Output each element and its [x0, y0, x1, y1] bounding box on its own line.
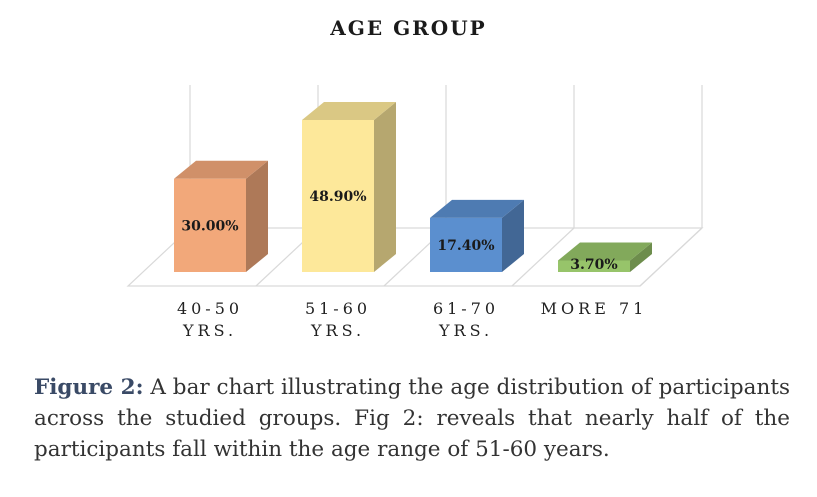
bar-front-face [558, 260, 630, 272]
bar-front-face [174, 178, 246, 272]
data-label-3: 17.40% [437, 238, 494, 254]
bar-4 [558, 242, 652, 272]
bar-side-face [374, 102, 396, 272]
chart-title: AGE GROUP [330, 16, 487, 40]
bar-side-face [630, 242, 652, 272]
bar-3 [430, 199, 524, 272]
category-label-1: 40-50 YRS. [176, 299, 244, 340]
caption-text: A bar chart illustrating the age distrib… [34, 375, 790, 462]
bar-top-face [558, 242, 652, 261]
bar-side-face [502, 199, 524, 272]
data-label-4: 3.70% [570, 257, 617, 273]
bar-side-face [246, 160, 268, 272]
bar-front-face [302, 120, 374, 272]
category-label-3: 61-70 YRS. [432, 299, 500, 340]
figure-caption: Figure 2: A bar chart illustrating the a… [34, 372, 790, 465]
floor-divider [639, 227, 703, 287]
bar-2 [302, 102, 396, 272]
category-label-2: 51-60 YRS. [304, 299, 372, 340]
floor-divider [511, 227, 575, 287]
data-label-1: 30.00% [181, 218, 238, 234]
bar-front-face [430, 217, 502, 272]
bar-top-face [174, 160, 268, 179]
bar-top-face [430, 199, 524, 218]
category-label-4: MORE 71 [540, 299, 648, 318]
bar-top-face [302, 102, 396, 120]
data-label-2: 48.90% [309, 189, 366, 205]
bar-1 [174, 160, 268, 272]
caption-label: Figure 2: [34, 375, 144, 400]
chart-plot: 30.00% 48.90% 17.40% 3.70% [126, 85, 704, 287]
